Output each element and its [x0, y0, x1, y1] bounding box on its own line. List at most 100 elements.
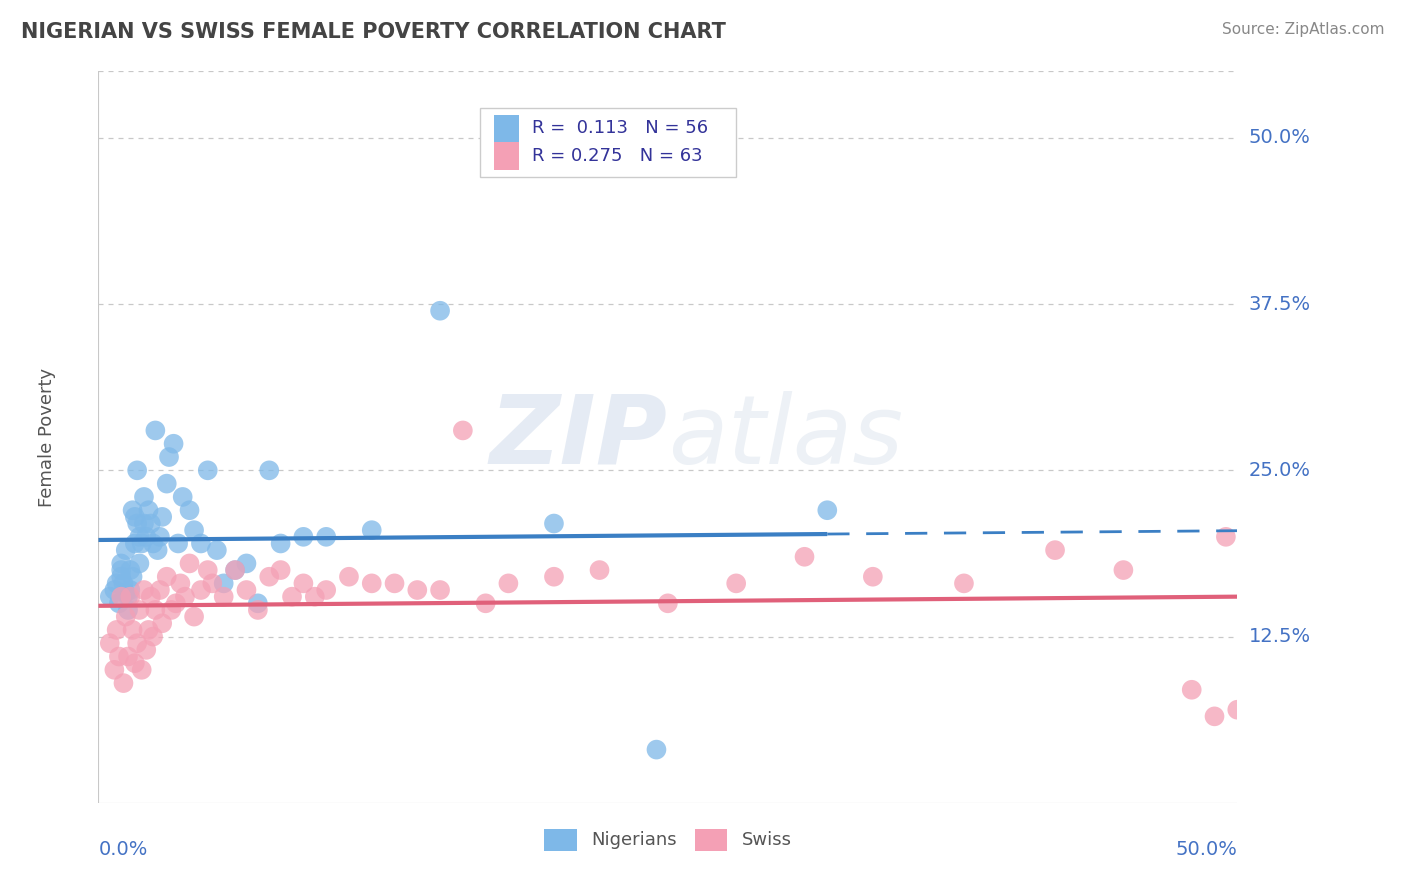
Point	[108, 649, 131, 664]
Point	[304, 590, 326, 604]
Point	[105, 576, 128, 591]
Point	[117, 590, 139, 604]
Point	[121, 503, 143, 517]
FancyBboxPatch shape	[494, 143, 519, 170]
Point	[179, 503, 201, 517]
Text: 25.0%: 25.0%	[1249, 461, 1310, 480]
Point	[429, 303, 451, 318]
FancyBboxPatch shape	[479, 108, 737, 178]
Point	[1181, 682, 1204, 697]
Point	[474, 596, 496, 610]
Point	[138, 503, 160, 517]
Point	[131, 536, 153, 550]
Point	[657, 596, 679, 610]
Text: NIGERIAN VS SWISS FEMALE POVERTY CORRELATION CHART: NIGERIAN VS SWISS FEMALE POVERTY CORRELA…	[21, 22, 725, 42]
Point	[132, 516, 155, 531]
Point	[142, 536, 165, 550]
Point	[120, 590, 142, 604]
Point	[112, 676, 135, 690]
Point	[105, 623, 128, 637]
Point	[862, 570, 884, 584]
Point	[270, 536, 292, 550]
Point	[114, 543, 136, 558]
Point	[360, 576, 382, 591]
Text: 37.5%: 37.5%	[1249, 294, 1310, 314]
Point	[142, 630, 165, 644]
Point	[108, 596, 131, 610]
Point	[110, 590, 132, 604]
Point	[132, 490, 155, 504]
Text: R = 0.275   N = 63: R = 0.275 N = 63	[533, 147, 703, 165]
Text: 50.0%: 50.0%	[1249, 128, 1310, 147]
Point	[360, 523, 382, 537]
Point	[117, 649, 139, 664]
Point	[212, 590, 235, 604]
Point	[145, 603, 167, 617]
Point	[212, 576, 235, 591]
Point	[201, 576, 224, 591]
Point	[543, 516, 565, 531]
Point	[121, 570, 143, 584]
Point	[114, 609, 136, 624]
Point	[139, 516, 162, 531]
Point	[1204, 709, 1226, 723]
Point	[174, 590, 197, 604]
Point	[165, 596, 187, 610]
Point	[124, 509, 146, 524]
Point	[224, 563, 246, 577]
Text: ZIP: ZIP	[489, 391, 668, 483]
Point	[128, 603, 150, 617]
Text: 50.0%: 50.0%	[1175, 840, 1237, 859]
Point	[1226, 703, 1249, 717]
Point	[645, 742, 668, 756]
Point	[406, 582, 429, 597]
Point	[120, 563, 142, 577]
Point	[384, 576, 406, 591]
Point	[183, 609, 205, 624]
Text: R =  0.113   N = 56: R = 0.113 N = 56	[533, 120, 709, 137]
Point	[167, 536, 190, 550]
Point	[127, 463, 149, 477]
Point	[543, 570, 565, 584]
Text: Female Poverty: Female Poverty	[38, 368, 56, 507]
Point	[725, 576, 748, 591]
Point	[156, 476, 179, 491]
Point	[246, 603, 269, 617]
Point	[146, 543, 169, 558]
Point	[135, 530, 157, 544]
FancyBboxPatch shape	[494, 114, 519, 143]
Point	[139, 590, 162, 604]
Text: atlas: atlas	[668, 391, 903, 483]
Point	[98, 636, 121, 650]
Point	[145, 424, 167, 438]
Point	[121, 623, 143, 637]
Point	[190, 536, 212, 550]
Point	[132, 582, 155, 597]
Point	[131, 663, 153, 677]
Text: Source: ZipAtlas.com: Source: ZipAtlas.com	[1222, 22, 1385, 37]
Point	[150, 616, 173, 631]
Point	[281, 590, 304, 604]
Point	[246, 596, 269, 610]
Point	[1215, 530, 1237, 544]
Point	[117, 603, 139, 617]
Point	[135, 643, 157, 657]
Point	[114, 585, 136, 599]
Point	[259, 463, 281, 477]
Point	[337, 570, 360, 584]
Point	[172, 490, 194, 504]
Point	[429, 582, 451, 597]
Point	[588, 563, 610, 577]
Point	[1043, 543, 1066, 558]
Point	[150, 509, 173, 524]
Point	[149, 530, 172, 544]
Point	[157, 450, 180, 464]
Point	[110, 557, 132, 571]
Point	[235, 582, 257, 597]
Point	[205, 543, 228, 558]
Text: 0.0%: 0.0%	[98, 840, 148, 859]
Point	[103, 582, 125, 597]
Point	[270, 563, 292, 577]
Text: 12.5%: 12.5%	[1249, 627, 1310, 646]
Point	[162, 436, 184, 450]
